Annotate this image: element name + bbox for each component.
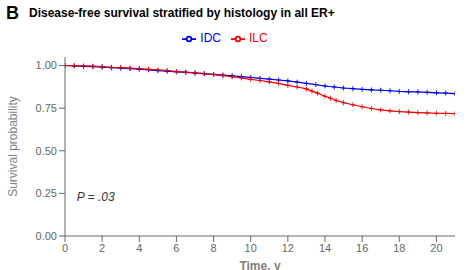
svg-text:20: 20: [430, 242, 442, 254]
svg-text:Survival probability: Survival probability: [8, 96, 20, 197]
svg-text:12: 12: [282, 242, 294, 254]
svg-text:0.75: 0.75: [36, 102, 57, 114]
svg-text:0.25: 0.25: [36, 187, 57, 199]
svg-text:14: 14: [319, 242, 331, 254]
svg-text:18: 18: [393, 242, 405, 254]
svg-text:6: 6: [173, 242, 179, 254]
svg-text:10: 10: [245, 242, 257, 254]
svg-text:0: 0: [62, 242, 68, 254]
html-text:P = .03: P = .03: [76, 189, 115, 204]
html-text:IDC: IDC: [200, 31, 221, 45]
svg-text:1.00: 1.00: [36, 59, 57, 71]
svg-text:0.00: 0.00: [36, 230, 57, 242]
svg-text:8: 8: [211, 242, 217, 254]
svg-text:0.50: 0.50: [36, 145, 57, 157]
html-text:Disease-free survival stratifi: Disease-free survival stratified by hist…: [29, 6, 335, 20]
html-text:ILC: ILC: [249, 31, 268, 45]
svg-text:Time, y: Time, y: [239, 259, 280, 270]
html-text:B: B: [6, 2, 19, 23]
svg-text:16: 16: [356, 242, 368, 254]
svg-text:4: 4: [136, 242, 142, 254]
svg-text:2: 2: [99, 242, 105, 254]
